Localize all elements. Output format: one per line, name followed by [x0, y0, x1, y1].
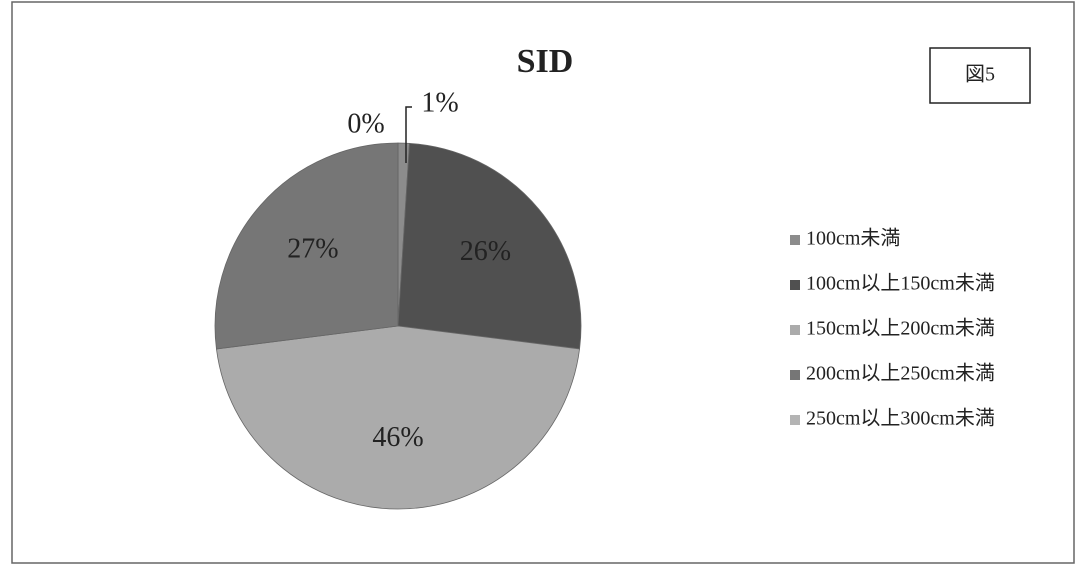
- legend-label: 100cm以上150cm未満: [806, 272, 995, 295]
- annotation: 図5: [965, 64, 995, 86]
- leader-line: [405, 106, 412, 163]
- legend-swatch: [790, 415, 800, 425]
- legend-swatch: [790, 325, 800, 335]
- chart-title: SID: [517, 43, 574, 80]
- pie-slice: [215, 325, 581, 510]
- legend-swatch: [790, 370, 800, 380]
- legend-label: 150cm以上200cm未満: [806, 317, 995, 340]
- data-label: 26%: [460, 236, 511, 267]
- annotation-box: [929, 47, 1031, 104]
- pie-slice: [214, 142, 399, 350]
- legend-swatch: [790, 280, 800, 290]
- pie-slice: [397, 142, 582, 350]
- legend-label: 250cm以上300cm未満: [806, 407, 995, 430]
- legend-label: 200cm以上250cm未満: [806, 362, 995, 385]
- data-label: 0%: [347, 108, 384, 139]
- frame: [11, 1, 1075, 564]
- data-label: 46%: [372, 422, 423, 453]
- data-label: 27%: [287, 233, 338, 264]
- data-label: 1%: [421, 87, 458, 118]
- legend-swatch: [790, 235, 800, 245]
- legend-label: 100cm未満: [806, 227, 900, 250]
